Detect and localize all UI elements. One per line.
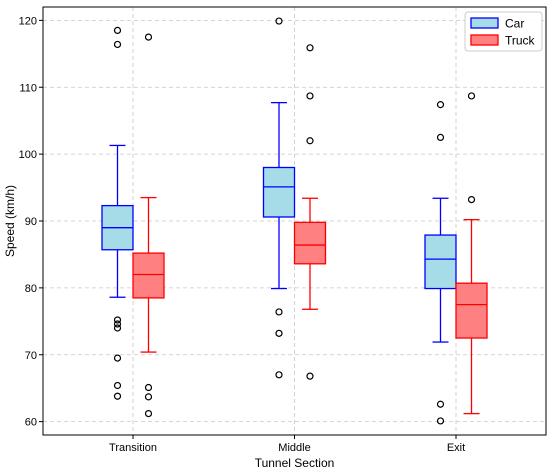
box-truck-transition [132,33,165,418]
legend-label-car: Car [505,17,524,31]
outlier-point [275,329,283,337]
outlier-point [275,17,283,25]
legend-swatch-truck [470,34,499,46]
box-layer [101,17,488,425]
outlier-point [113,316,122,324]
outlier-point [436,400,445,408]
grid [43,7,546,435]
outlier-point [436,417,445,425]
box-truck-exit [455,92,488,415]
outlier-point [113,354,122,362]
outlier-point [113,26,122,35]
outlier-point [306,137,314,145]
outlier-point [113,40,122,49]
y-tick-label: 100 [19,149,37,161]
box-iqr [455,282,488,339]
outlier-point [113,381,122,390]
y-tick-label: 70 [25,350,37,362]
box-iqr [262,166,296,218]
x-axis: Transition Middle Exit [109,435,465,454]
y-axis-label: Speed (km/h) [3,185,17,257]
legend-label-truck: Truck [505,34,536,48]
box-car-transition [101,26,134,400]
outlier-point [144,33,153,41]
y-tick-label: 60 [25,417,37,429]
outlier-point [306,92,314,100]
y-tick-label: 80 [25,283,37,295]
outlier-point [144,393,153,401]
x-tick-label: Transition [109,442,157,454]
x-tick-label: Exit [447,442,465,454]
outlier-point [144,383,153,392]
box-iqr [132,252,165,299]
outlier-point [467,92,476,100]
y-axis: 60 70 80 90 100 110 120 [19,15,43,429]
outlier-point [306,372,314,380]
outlier-point [467,196,476,204]
outlier-point [113,392,122,400]
box-car-exit [424,101,457,425]
box-iqr [424,234,457,290]
box-iqr [293,221,327,265]
outlier-point [275,371,283,379]
x-tick-label: Middle [278,442,310,454]
box-car-middle [262,17,296,379]
y-tick-label: 120 [19,15,37,27]
outlier-point [275,308,283,316]
outlier-point [113,320,122,328]
outlier-point [306,44,314,52]
outlier-point [144,410,153,418]
y-tick-label: 90 [25,216,37,228]
outlier-point [113,324,122,332]
x-axis-label: Tunnel Section [255,456,335,470]
legend: Car Truck [464,11,543,52]
y-tick-label: 110 [19,82,37,94]
box-truck-middle [293,44,327,380]
outlier-point [436,133,445,142]
legend-swatch-car [470,17,499,29]
outlier-point [436,101,445,109]
